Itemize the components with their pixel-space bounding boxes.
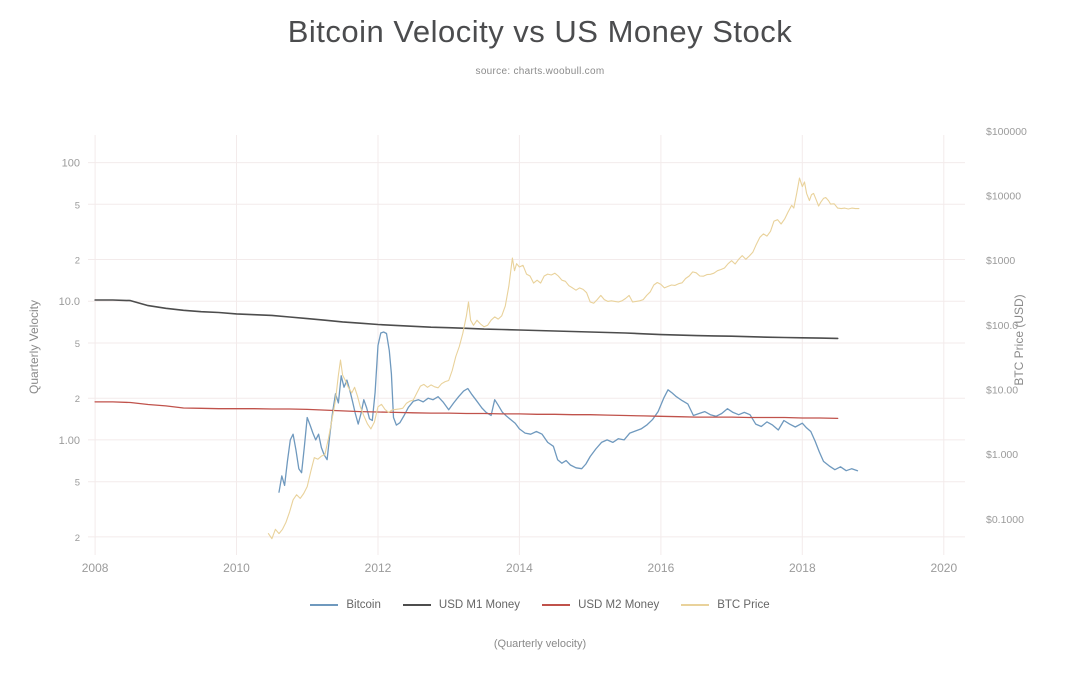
- y-left-tick-label: 5: [75, 200, 80, 211]
- y-left-tick-label: 1.00: [59, 435, 80, 447]
- y-left-tick-label: 2: [75, 394, 80, 405]
- y-right-axis-title: BTC Price (USD): [1012, 294, 1026, 385]
- y-right-tick-label: $10.00: [986, 385, 1018, 397]
- legend-swatch-usd-m1-money: [402, 604, 431, 606]
- y-right-tick-label: $1000: [986, 255, 1015, 267]
- y-right-tick-label: $100000: [986, 126, 1027, 138]
- y-left-tick-label: 10.0: [59, 296, 80, 308]
- legend-swatch-btc-price: [681, 604, 710, 606]
- series-line-usd-m1-money: [94, 299, 839, 340]
- legend-item-usd-m1-money[interactable]: USD M1 Money: [402, 599, 521, 611]
- y-right-tick-label: $10000: [986, 191, 1021, 203]
- chart-source: source: charts.woobull.com: [475, 66, 605, 77]
- y-left-tick-label: 2: [75, 533, 80, 544]
- y-right-tick-label: $1.000: [986, 449, 1018, 461]
- x-tick-label: 2014: [506, 561, 533, 575]
- x-tick-label: 2018: [789, 561, 816, 575]
- legend-item-btc-price[interactable]: BTC Price: [681, 599, 770, 611]
- legend: Bitcoin USD M1 Money USD M2 Money BTC Price: [0, 599, 1080, 611]
- series-line-bitcoin: [278, 331, 859, 493]
- y-left-tick-label: 100: [62, 158, 80, 170]
- y-left-tick-label: 2: [75, 256, 80, 267]
- legend-item-usd-m2-money[interactable]: USD M2 Money: [542, 599, 659, 611]
- y-left-tick-label: 5: [75, 339, 80, 350]
- x-tick-label: 2020: [930, 561, 957, 575]
- legend-swatch-bitcoin: [310, 604, 339, 606]
- x-tick-label: 2008: [82, 561, 109, 575]
- legend-label: BTC Price: [717, 599, 770, 611]
- legend-label: USD M1 Money: [438, 599, 521, 611]
- legend-label: Bitcoin: [346, 599, 381, 611]
- legend-item-bitcoin[interactable]: Bitcoin: [310, 599, 381, 611]
- series-line-usd-m2-money: [94, 401, 839, 420]
- y-left-tick-label: 5: [75, 478, 80, 489]
- chart-title: Bitcoin Velocity vs US Money Stock: [287, 14, 793, 49]
- y-left-axis-title: Quarterly Velocity: [27, 300, 41, 394]
- x-tick-label: 2016: [648, 561, 675, 575]
- y-right-tick-label: $100.0: [986, 320, 1018, 332]
- legend-swatch-usd-m2-money: [542, 604, 571, 606]
- y-right-tick-label: $0.1000: [986, 514, 1024, 526]
- chart-caption: (Quarterly velocity): [493, 638, 587, 650]
- x-tick-label: 2012: [365, 561, 392, 575]
- x-tick-label: 2010: [223, 561, 250, 575]
- legend-label: USD M2 Money: [578, 599, 660, 611]
- series-line-btc-price: [267, 177, 860, 540]
